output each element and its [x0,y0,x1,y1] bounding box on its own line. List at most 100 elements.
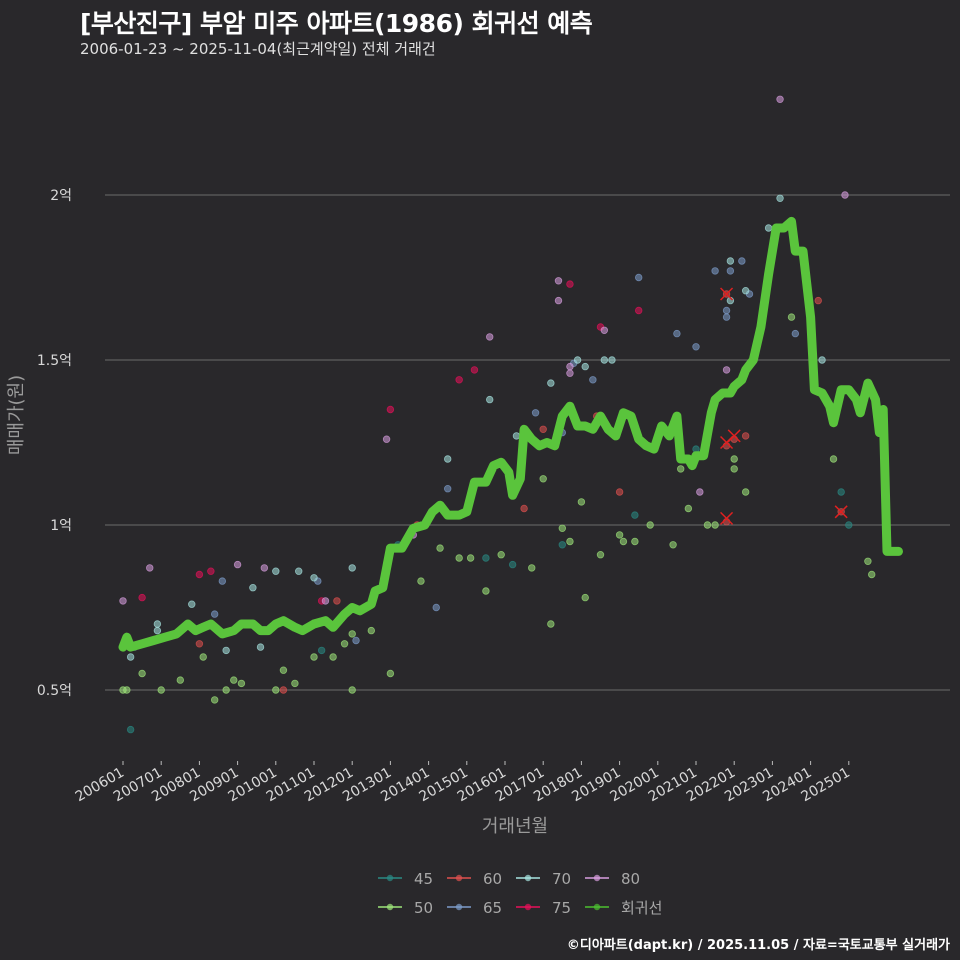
data-point-45 [482,554,490,562]
data-point-65 [711,267,719,275]
data-point-70 [444,455,452,463]
data-point-70 [726,257,735,265]
legend-label: 70 [552,870,571,888]
data-point-65 [589,376,597,384]
data-point-50 [558,524,566,532]
data-point-50 [210,696,219,704]
data-point-80 [600,326,609,334]
y-tick-label: 1.5억 [37,353,72,369]
legend-item: 60 [447,870,502,888]
data-point-70 [153,626,162,635]
data-point-50 [669,541,677,549]
data-point-70 [188,600,196,608]
data-point-80 [146,564,154,572]
data-point-65 [722,306,731,315]
data-point-50 [730,455,738,463]
data-point-70 [512,432,521,440]
data-point-50 [596,551,605,559]
data-point-75 [566,280,574,288]
data-point-60 [195,640,204,648]
data-point-80 [566,362,574,371]
data-point-75 [195,570,204,579]
data-point-50 [230,676,238,684]
y-tick-label: 2억 [50,188,72,204]
legend-label: 45 [414,870,433,888]
outlier-x-icon [727,429,741,443]
data-point-75 [470,366,479,374]
legend-key-dot [455,874,463,882]
legend-key-dot [593,874,601,882]
data-point-50 [482,587,490,595]
data-point-50 [348,630,356,638]
data-point-50 [539,475,547,483]
y-axis-title: 매매가(원) [6,375,27,455]
data-point-50 [646,521,654,529]
data-point-65 [444,485,452,493]
data-point-50 [329,653,337,661]
data-point-70 [222,646,230,655]
legend-label: 75 [552,899,571,917]
regression-path [118,216,903,652]
data-point-65 [432,603,440,612]
data-point-70 [818,356,826,364]
data-point-70 [249,584,257,592]
data-point-50 [291,679,299,688]
data-point-70 [741,287,750,295]
data-point-50 [222,686,230,694]
y-tick-label: 0.5억 [37,683,72,699]
data-point-45 [126,725,135,734]
data-point-50 [455,554,463,562]
data-point-75 [207,567,215,575]
data-point-50 [787,313,796,321]
data-point-50 [386,669,395,678]
data-point-60 [333,597,341,605]
data-point-75 [635,306,643,315]
data-point-60 [741,432,750,440]
data-point-50 [138,669,146,678]
data-point-60 [520,504,528,513]
legend-key-dot [386,903,394,911]
data-point-50 [864,557,872,565]
data-point-45 [558,541,566,549]
legend-label: 80 [621,870,640,888]
outlier-markers [720,287,848,525]
data-point-75 [138,593,146,602]
data-point-65 [531,409,540,417]
data-point-50 [730,465,738,473]
y-tick-label: 1억 [50,518,72,534]
data-point-80 [486,333,494,341]
data-point-50 [272,686,280,694]
data-point-65 [635,273,643,282]
chart-title: [부산진구] 부암 미주 아파트(1986) 회귀선 예측 [80,9,593,38]
data-point-70 [600,356,609,364]
outlier-x-icon [834,505,848,519]
legend-key-dot [593,903,601,911]
data-point-80 [566,369,574,377]
data-point-50 [176,676,184,684]
data-point-80 [233,560,242,569]
legend-item: 회귀선 [585,899,662,917]
data-point-50 [631,537,639,546]
data-point-70 [126,653,135,661]
x-axis: 2006012007012008012009012010012011012012… [73,761,853,805]
data-point-80 [776,95,784,103]
data-point-80 [696,488,704,496]
data-point-80 [841,191,849,199]
data-point-65 [726,267,735,275]
legend-label: 65 [483,899,502,917]
footer-credit: ©디아파트(dapt.kr) / 2025.11.05 / 자료=국토교통부 실… [566,938,950,953]
data-point-50 [619,537,628,546]
chart-subtitle: 2006-01-23 ~ 2025-11-04(최근계약일) 전체 거래건 [80,40,436,58]
data-point-70 [608,356,616,364]
data-point-50 [340,640,349,648]
data-point-50 [868,570,876,579]
legend: 45 60 70 80 50 65 75 회귀선 [378,870,662,917]
data-point-80 [382,435,391,443]
data-point-65 [692,343,700,351]
data-point-50 [547,620,555,628]
legend-item: 75 [516,899,571,917]
data-point-65 [218,577,227,585]
legend-key-dot [386,874,394,882]
data-point-50 [310,653,318,661]
